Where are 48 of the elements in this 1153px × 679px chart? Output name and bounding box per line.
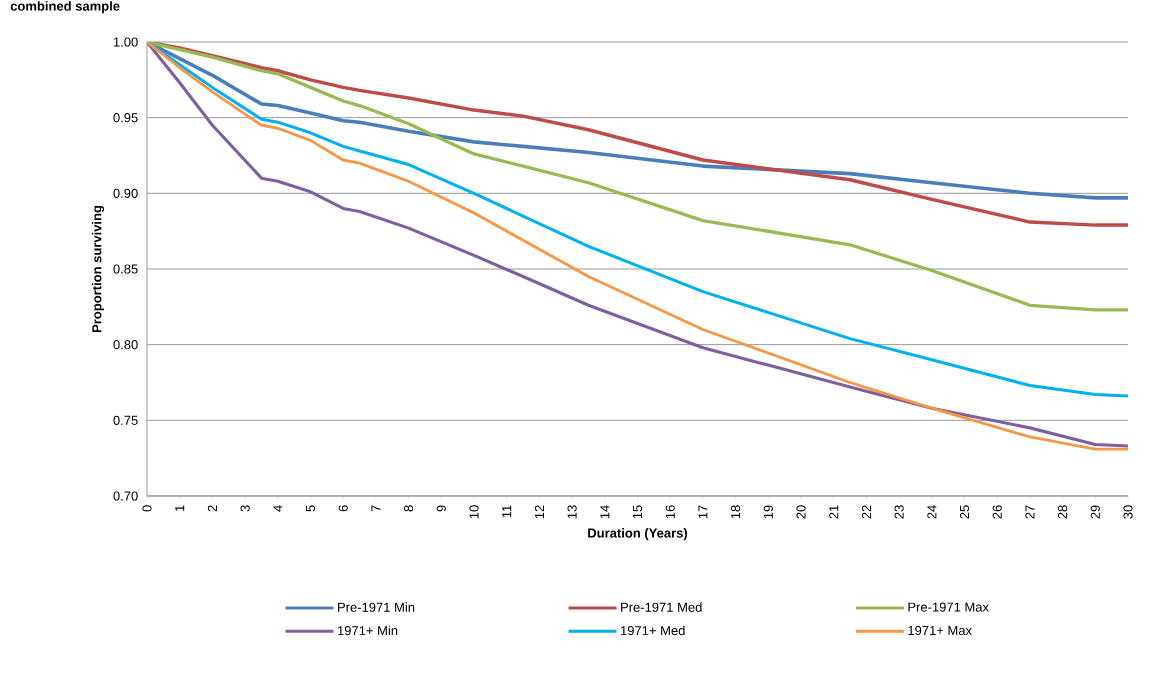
x-tick-label: 24 — [927, 505, 937, 519]
y-tick-label: 0.95 — [113, 113, 138, 123]
x-tick-label: 26 — [992, 505, 1002, 519]
x-tick-label: 7 — [371, 505, 381, 512]
y-tick-label: 0.75 — [113, 415, 138, 425]
legend-label: 1971+ Med — [621, 625, 685, 636]
legend-label: Pre-1971 Min — [338, 602, 415, 612]
x-tick-label: 23 — [894, 505, 904, 519]
y-tick-label: 1.00 — [113, 37, 138, 47]
x-tick-label: 20 — [796, 505, 806, 519]
x-axis-title: Duration (Years) — [588, 528, 688, 541]
y-tick-label: 0.85 — [113, 264, 138, 274]
x-tick-label: 5 — [305, 505, 316, 512]
x-tick-label: 21 — [829, 505, 839, 519]
x-tick-label: 11 — [502, 505, 512, 518]
x-tick-label: 3 — [240, 505, 250, 512]
x-tick-label: 17 — [698, 505, 708, 519]
legend-label: 1971+ Min — [337, 625, 398, 636]
line-series — [147, 41, 1129, 312]
x-tick-label: 18 — [731, 505, 741, 519]
x-tick-label: 27 — [1025, 505, 1035, 519]
legend-label: 1971+ Max — [908, 625, 972, 636]
y-tick-label: 0.80 — [113, 340, 138, 350]
chart-title: combined sample — [10, 1, 120, 14]
x-tick-label: 25 — [959, 505, 970, 519]
x-tick-label: 19 — [763, 505, 773, 519]
x-tick-label: 28 — [1058, 505, 1068, 519]
x-tick-label: 6 — [338, 505, 348, 512]
y-tick-label: 0.70 — [113, 491, 138, 501]
x-tick-label: 30 — [1123, 505, 1133, 519]
x-tick-label: 8 — [404, 505, 414, 512]
legend-label: Pre-1971 Max — [908, 602, 989, 612]
x-tick-label: 29 — [1090, 505, 1100, 519]
x-tick-label: 13 — [567, 505, 577, 519]
y-tick-label: 0.90 — [113, 188, 138, 198]
x-tick-label: 14 — [600, 505, 610, 519]
legend-label: Pre-1971 Med — [621, 602, 702, 612]
x-tick-label: 9 — [436, 505, 446, 512]
x-tick-label: 2 — [207, 505, 217, 512]
x-tick-label: 1 — [175, 505, 185, 512]
x-tick-label: 10 — [469, 505, 479, 519]
x-tick-label: 16 — [665, 505, 675, 519]
y-axis-title: Proportion surviving — [91, 205, 105, 333]
x-tick-label: 12 — [534, 505, 544, 519]
x-tick-label: 22 — [861, 505, 871, 519]
x-tick-label: 0 — [142, 505, 152, 512]
x-tick-label: 4 — [273, 505, 283, 512]
x-tick-label: 15 — [632, 505, 643, 519]
